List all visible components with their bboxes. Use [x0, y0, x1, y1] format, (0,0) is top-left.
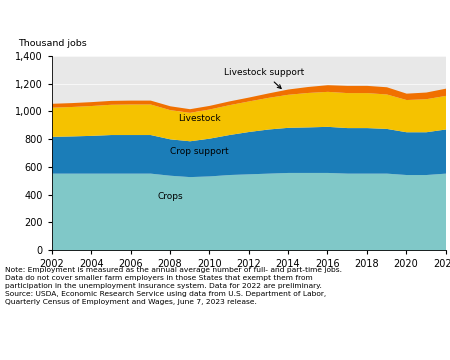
Text: Note: Employment is measured as the annual average number of full- and part-time: Note: Employment is measured as the annu…	[5, 267, 342, 306]
Text: Livestock: Livestock	[178, 114, 220, 123]
Text: Crop support: Crop support	[170, 147, 229, 156]
Text: Thousand jobs: Thousand jobs	[18, 39, 87, 48]
Text: Livestock support: Livestock support	[224, 68, 305, 89]
Text: Crops: Crops	[157, 192, 183, 201]
Text: U.S. employment in agriculture and support industries, 2002–2022: U.S. employment in agriculture and suppo…	[5, 18, 414, 27]
